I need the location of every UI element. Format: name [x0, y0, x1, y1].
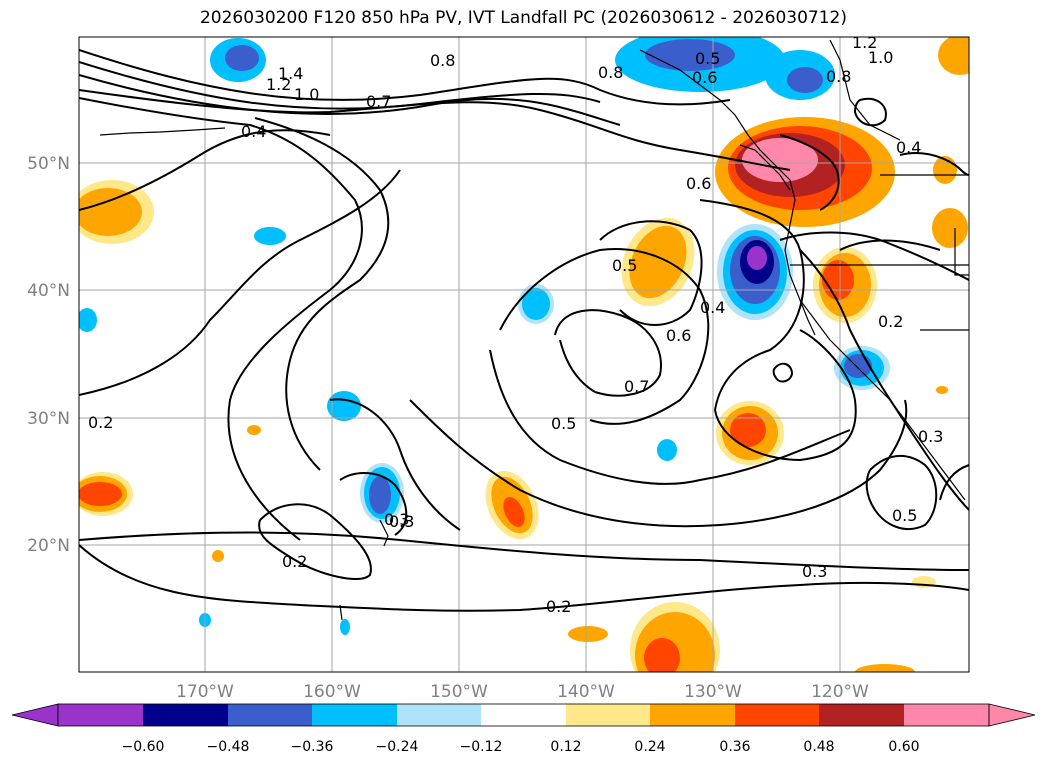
- contour-label: 0.3: [384, 510, 409, 529]
- shade-blob: [212, 550, 224, 562]
- lat-tick-label: 30°N: [27, 409, 70, 429]
- colorbar: −0.60 −0.48 −0.36 −0.24 −0.12 0.12 0.24 …: [11, 703, 1036, 755]
- shade-blob: [645, 39, 735, 71]
- shade-blob: [747, 246, 767, 270]
- shade-blob: [568, 626, 608, 642]
- colorbar-bin: [228, 704, 312, 726]
- contour-label: 0.4: [700, 298, 725, 317]
- colorbar-tick-label: 0.48: [803, 739, 834, 755]
- contour-label: 0.2: [282, 552, 307, 571]
- contour-label: 0.7: [624, 377, 649, 396]
- contour-label: 0.2: [546, 597, 571, 616]
- lon-tick-label: 160°W: [303, 682, 361, 702]
- plot-frame: [78, 36, 970, 673]
- colorbar-tick-label: −0.48: [207, 739, 250, 755]
- colorbar-bin: [819, 704, 904, 726]
- contour-label: 1.0: [868, 48, 893, 67]
- contour-label: 0.3: [802, 562, 827, 581]
- contour-label: 0.2: [88, 413, 113, 432]
- lat-tick-label: 50°N: [27, 154, 70, 174]
- contour-label: 0.8: [598, 63, 623, 82]
- colorbar-bin: [481, 704, 566, 726]
- graticule: [79, 37, 969, 672]
- contour-label: 0.8: [826, 67, 851, 86]
- shade-blob: [369, 476, 391, 514]
- shade-blob: [629, 225, 687, 299]
- shade-blob: [79, 482, 122, 506]
- contour-label: 0.3: [918, 427, 943, 446]
- shade-blob: [340, 619, 350, 635]
- contour-label: 1.2: [852, 33, 877, 52]
- shade-blob: [79, 308, 97, 332]
- contour-label: 0.3: [389, 512, 414, 531]
- colorbar-bin: [566, 704, 650, 726]
- lon-tick-label: 130°W: [684, 682, 742, 702]
- colorbar-bin: [904, 704, 989, 726]
- colorbar-tick-label: 0.36: [719, 739, 750, 755]
- contour-label: 0.2: [878, 312, 903, 331]
- contour-label: 0.6: [686, 174, 711, 193]
- shade-blob: [787, 67, 823, 93]
- shade-blob: [522, 288, 550, 320]
- colorbar-bin: [397, 704, 481, 726]
- contour-label: 1.4: [278, 64, 303, 83]
- colorbar-tick-label: 0.60: [888, 739, 919, 755]
- colorbar-bin: [312, 704, 397, 726]
- colorbar-tick-label: −0.12: [460, 739, 503, 755]
- colorbar-extend-max: [988, 703, 1036, 727]
- contour-label: 0.5: [551, 414, 576, 433]
- shade-blob: [254, 227, 286, 245]
- colorbar-bin: [58, 704, 143, 726]
- coastlines: [99, 39, 969, 621]
- shade-blob: [730, 413, 766, 447]
- contour-label: 0.5: [612, 256, 637, 275]
- colorbar-tick-label: −0.36: [291, 739, 334, 755]
- shade-blob: [644, 638, 680, 672]
- colorbar-frame: [57, 703, 990, 727]
- contour-label: 0.7: [366, 92, 391, 111]
- contour-labels: 1.4 1.2 1.0 0.8 0.7 0.4 0.5 0.6 0.8 0.8 …: [88, 33, 943, 616]
- shade-blob: [936, 386, 948, 394]
- shade-blob: [79, 188, 142, 236]
- lon-tick-label: 140°W: [557, 682, 615, 702]
- colorbar-bin: [735, 704, 819, 726]
- figure-title: 2026030200 F120 850 hPa PV, IVT Landfall…: [199, 8, 847, 28]
- colorbar-bin: [650, 704, 735, 726]
- colorbar-tick-label: −0.60: [122, 739, 165, 755]
- contour-label: 0.6: [692, 68, 717, 87]
- colorbar-tick-label: −0.24: [376, 739, 419, 755]
- lat-tick-label: 20°N: [27, 536, 70, 556]
- contour-label: 0.5: [892, 506, 917, 525]
- lon-tick-label: 150°W: [430, 682, 488, 702]
- contour-label: 0.4: [241, 122, 266, 141]
- lat-tick-label: 40°N: [27, 281, 70, 301]
- shade-blob: [855, 664, 915, 672]
- contour-label: 1.2: [266, 75, 291, 94]
- colorbar-tick-label: 0.24: [634, 739, 665, 755]
- shade-blob: [225, 45, 259, 71]
- colorbar-extend-min: [11, 703, 59, 727]
- shade-blob: [742, 138, 818, 182]
- shade-blob: [503, 497, 525, 527]
- shade-blob: [932, 208, 968, 248]
- colorbar-bin: [143, 704, 228, 726]
- lon-tick-label: 120°W: [811, 682, 869, 702]
- colorbar-tick-label: 0.12: [550, 739, 581, 755]
- contour-lines: [79, 49, 969, 612]
- lat-tick-labels: 50°N 40°N 30°N 20°N: [27, 154, 70, 556]
- lon-tick-labels: 170°W 160°W 150°W 140°W 130°W 120°W: [176, 682, 869, 702]
- contour-label: 0.6: [666, 326, 691, 345]
- shade-blob: [822, 260, 854, 300]
- contour-label: 1.0: [294, 85, 319, 104]
- lon-tick-label: 170°W: [176, 682, 234, 702]
- contour-label: 0.5: [695, 49, 720, 68]
- shade-blob: [938, 37, 969, 75]
- contour-label: 0.4: [896, 138, 921, 157]
- shade-blob: [247, 425, 261, 435]
- contour-label: 0.8: [430, 51, 455, 70]
- shade-blob: [657, 439, 677, 461]
